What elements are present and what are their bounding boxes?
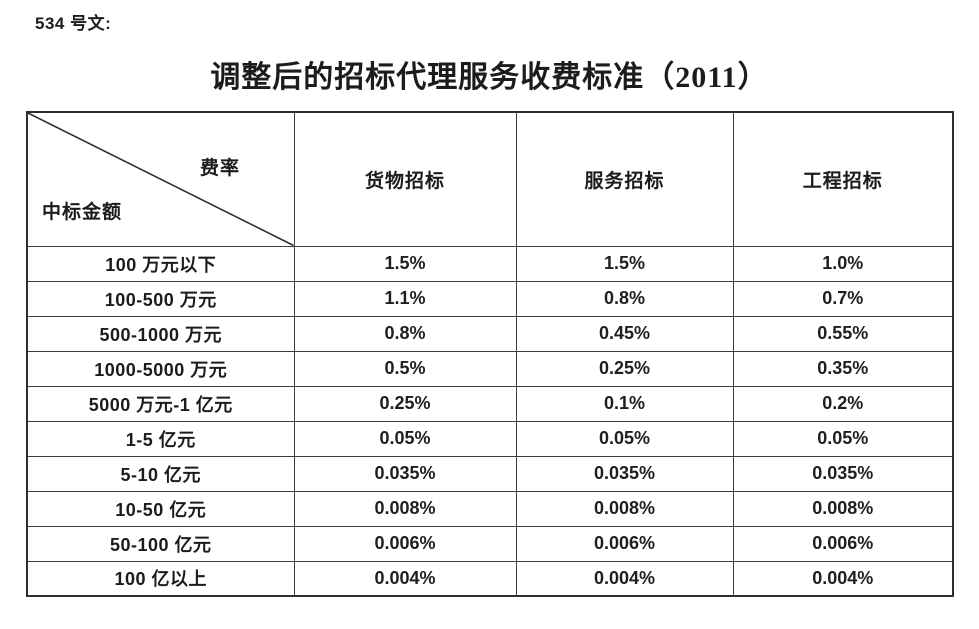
- amount-range-cell: 5000 万元-1 亿元: [26, 385, 295, 422]
- table-row: 100-500 万元 1.1% 0.8% 0.7%: [26, 280, 954, 317]
- rate-value-cell: 0.008%: [515, 490, 734, 527]
- corner-amount-label: 中标金额: [42, 201, 123, 223]
- rate-value-cell: 0.5%: [293, 350, 517, 387]
- rate-value-cell: 0.004%: [293, 560, 517, 597]
- amount-range-cell: 100 万元以下: [26, 245, 295, 282]
- column-header-goods: 货物招标: [293, 111, 517, 247]
- rate-value-cell: 0.008%: [732, 490, 954, 527]
- amount-range-cell: 100 亿以上: [26, 560, 295, 597]
- rate-value-cell: 0.8%: [515, 280, 734, 317]
- corner-rate-label: 费率: [200, 158, 241, 179]
- rate-value-cell: 0.7%: [732, 280, 954, 317]
- table-row: 1000-5000 万元 0.5% 0.25% 0.35%: [26, 350, 954, 387]
- amount-range-cell: 50-100 亿元: [26, 525, 295, 562]
- rate-value-cell: 0.035%: [515, 455, 734, 492]
- rate-value-cell: 0.004%: [515, 560, 734, 597]
- rate-value-cell: 1.1%: [293, 280, 517, 317]
- rate-value-cell: 0.035%: [293, 455, 517, 492]
- rate-value-cell: 0.05%: [732, 420, 954, 457]
- doc-number: 534 号文:: [35, 14, 112, 33]
- rate-value-cell: 0.8%: [293, 315, 517, 352]
- rate-value-cell: 0.006%: [732, 525, 954, 562]
- amount-range-cell: 10-50 亿元: [26, 490, 295, 527]
- rate-value-cell: 0.55%: [732, 315, 954, 352]
- rate-value-cell: 0.05%: [515, 420, 734, 457]
- diagonal-corner-cell: 费率 中标金额: [26, 111, 295, 247]
- page-title: 调整后的招标代理服务收费标准（2011）: [210, 61, 769, 94]
- table-row: 500-1000 万元 0.8% 0.45% 0.55%: [26, 315, 954, 352]
- rate-value-cell: 0.006%: [515, 525, 734, 562]
- rate-value-cell: 0.1%: [515, 385, 734, 422]
- table-row: 5-10 亿元 0.035% 0.035% 0.035%: [26, 455, 954, 492]
- rate-value-cell: 0.25%: [293, 385, 517, 422]
- diagonal-line: [28, 113, 294, 246]
- rate-value-cell: 1.5%: [293, 245, 517, 282]
- table-row: 1-5 亿元 0.05% 0.05% 0.05%: [26, 420, 954, 457]
- rate-value-cell: 0.004%: [732, 560, 954, 597]
- rate-value-cell: 0.2%: [732, 385, 954, 422]
- table-row: 100 亿以上 0.004% 0.004% 0.004%: [26, 560, 954, 597]
- amount-range-cell: 1-5 亿元: [26, 420, 295, 457]
- rate-value-cell: 0.35%: [732, 350, 954, 387]
- rate-value-cell: 1.5%: [515, 245, 734, 282]
- amount-range-cell: 5-10 亿元: [26, 455, 295, 492]
- amount-range-cell: 100-500 万元: [26, 280, 295, 317]
- amount-range-cell: 1000-5000 万元: [26, 350, 295, 387]
- rate-value-cell: 1.0%: [732, 245, 954, 282]
- table-row: 50-100 亿元 0.006% 0.006% 0.006%: [26, 525, 954, 562]
- amount-range-cell: 500-1000 万元: [26, 315, 295, 352]
- rate-value-cell: 0.05%: [293, 420, 517, 457]
- rate-value-cell: 0.45%: [515, 315, 734, 352]
- rate-value-cell: 0.035%: [732, 455, 954, 492]
- table-row: 100 万元以下 1.5% 1.5% 1.0%: [26, 245, 954, 282]
- rate-value-cell: 0.006%: [293, 525, 517, 562]
- column-header-engineering: 工程招标: [732, 111, 954, 247]
- fee-standard-table: 费率 中标金额 货物招标 服务招标 工程招标 100 万元以下 1.5% 1.5% 1…: [26, 111, 954, 597]
- fee-table-body: 100 万元以下 1.5% 1.5% 1.0% 100-500 万元 1.1% 0.8% 0.…: [26, 245, 954, 597]
- column-header-services: 服务招标: [515, 111, 734, 247]
- rate-value-cell: 0.008%: [293, 490, 517, 527]
- header-row: 费率 中标金额 货物招标 服务招标 工程招标: [26, 111, 954, 247]
- rate-value-cell: 0.25%: [515, 350, 734, 387]
- table-row: 10-50 亿元 0.008% 0.008% 0.008%: [26, 490, 954, 527]
- table-row: 5000 万元-1 亿元 0.25% 0.1% 0.2%: [26, 385, 954, 422]
